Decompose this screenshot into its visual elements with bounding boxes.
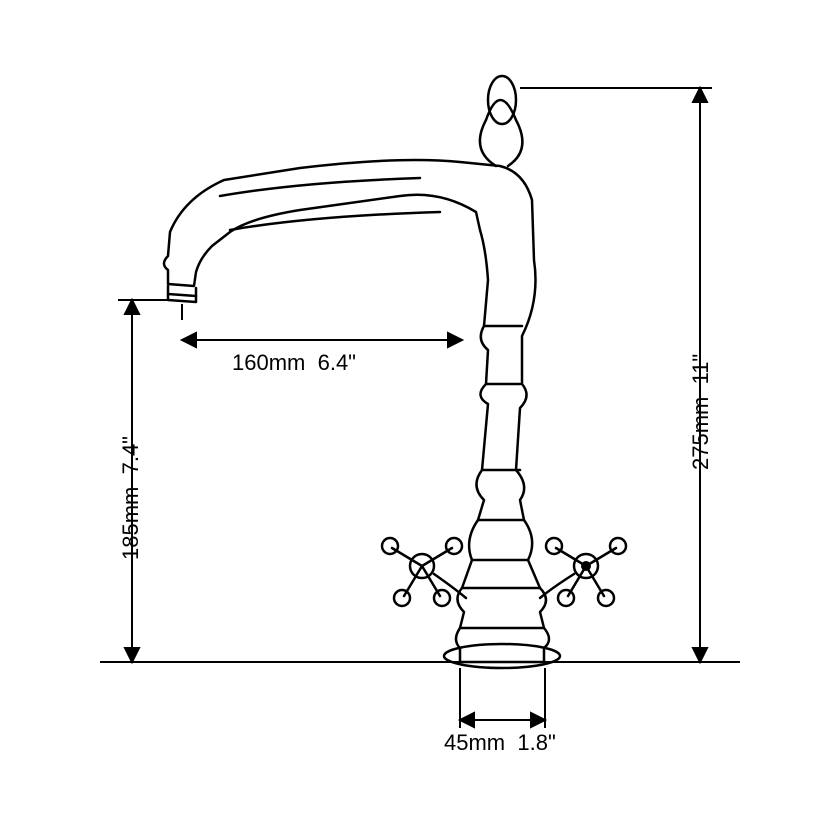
dim-spout-reach-in: 6.4" xyxy=(318,350,356,375)
dim-overall-height-mm: 275mm xyxy=(688,397,713,470)
dim-base-width: 45mm 1.8" xyxy=(444,730,556,756)
dim-overall-height-in: 11" xyxy=(688,354,713,385)
technical-drawing: 160mm 6.4" 185mm 7.4" 275mm 11" 45mm 1.8… xyxy=(0,0,840,840)
dim-base-width-mm: 45mm xyxy=(444,730,505,755)
dim-spout-height-mm: 185mm xyxy=(118,487,143,560)
dim-spout-height: 185mm 7.4" xyxy=(118,436,144,560)
dim-overall-height: 275mm 11" xyxy=(688,354,714,470)
dim-base-width-in: 1.8" xyxy=(517,730,555,755)
dim-spout-reach-mm: 160mm xyxy=(232,350,305,375)
dimension-lines xyxy=(0,0,840,840)
dim-spout-reach: 160mm 6.4" xyxy=(232,350,356,376)
dim-spout-height-in: 7.4" xyxy=(118,436,143,474)
